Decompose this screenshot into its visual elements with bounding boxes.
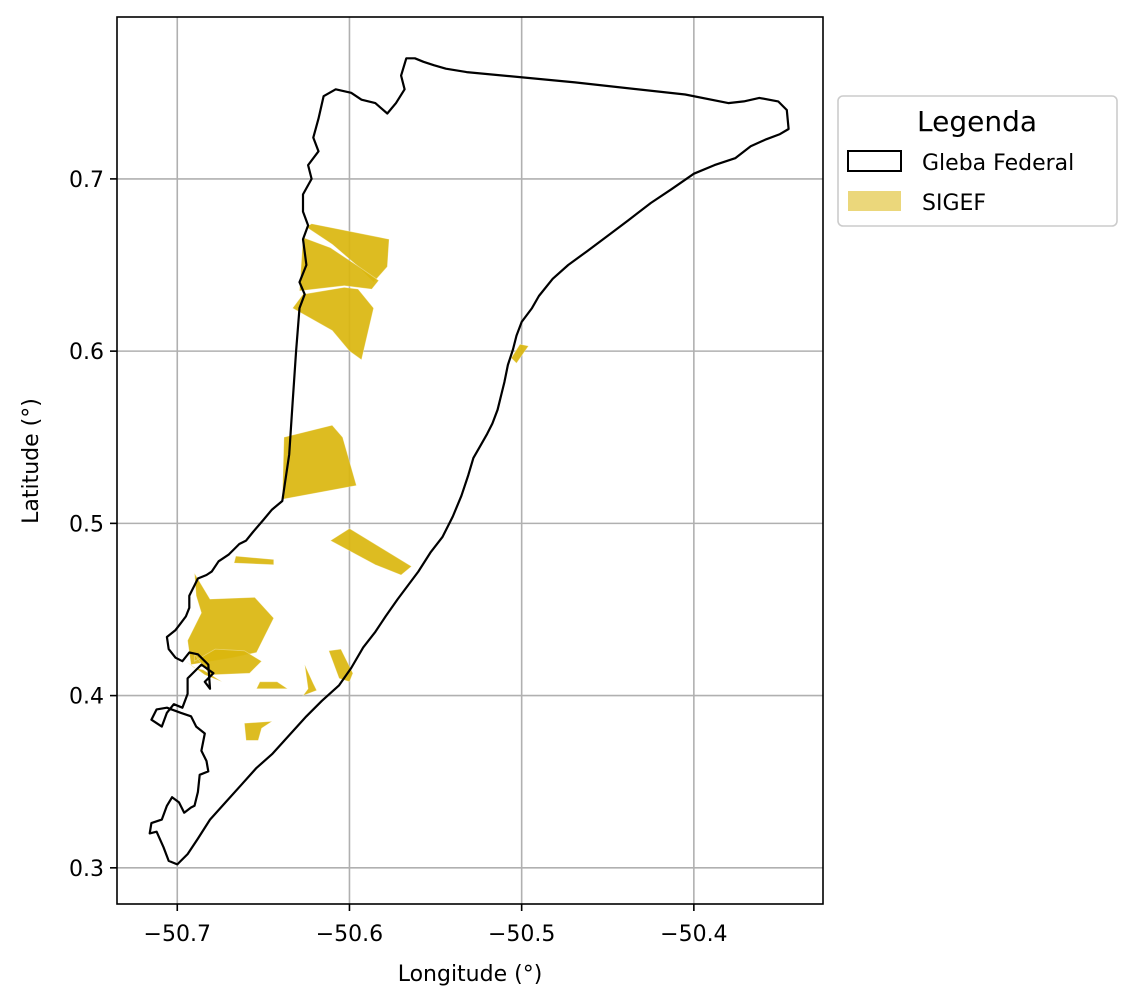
plot-frame bbox=[117, 17, 823, 904]
y-tick-label: 0.6 bbox=[69, 340, 104, 365]
sigef-parcel bbox=[244, 721, 272, 740]
x-tick-label: −50.5 bbox=[488, 922, 555, 947]
y-tick-label: 0.4 bbox=[69, 685, 104, 710]
y-axis-label: Latitude (°) bbox=[19, 398, 44, 524]
x-tick-label: −50.4 bbox=[660, 922, 727, 947]
sigef-parcel bbox=[257, 682, 288, 689]
sigef-parcel bbox=[293, 287, 374, 359]
x-axis-ticks: −50.7 −50.6 −50.5 −50.4 bbox=[144, 904, 728, 947]
sigef-parcel bbox=[234, 556, 274, 565]
legend-label-sigef: SIGEF bbox=[922, 191, 986, 216]
grid-lines bbox=[117, 17, 823, 904]
sigef-parcel bbox=[282, 425, 356, 499]
x-tick-label: −50.7 bbox=[144, 922, 211, 947]
legend-swatch-sigef bbox=[848, 191, 901, 211]
legend-title: Legenda bbox=[917, 105, 1037, 138]
y-tick-label: 0.7 bbox=[69, 168, 104, 193]
x-axis-label: Longitude (°) bbox=[398, 962, 543, 987]
y-tick-label: 0.3 bbox=[69, 857, 104, 882]
sigef-parcels bbox=[186, 224, 529, 741]
legend-label-gleba-federal: Gleba Federal bbox=[922, 151, 1074, 176]
sigef-parcel bbox=[303, 665, 317, 696]
legend: Legenda Gleba Federal SIGEF bbox=[838, 96, 1117, 226]
x-tick-label: −50.6 bbox=[316, 922, 383, 947]
sigef-parcel bbox=[331, 529, 412, 576]
y-axis-ticks: 0.3 0.4 0.5 0.6 0.7 bbox=[69, 168, 117, 882]
y-tick-label: 0.5 bbox=[69, 512, 104, 537]
